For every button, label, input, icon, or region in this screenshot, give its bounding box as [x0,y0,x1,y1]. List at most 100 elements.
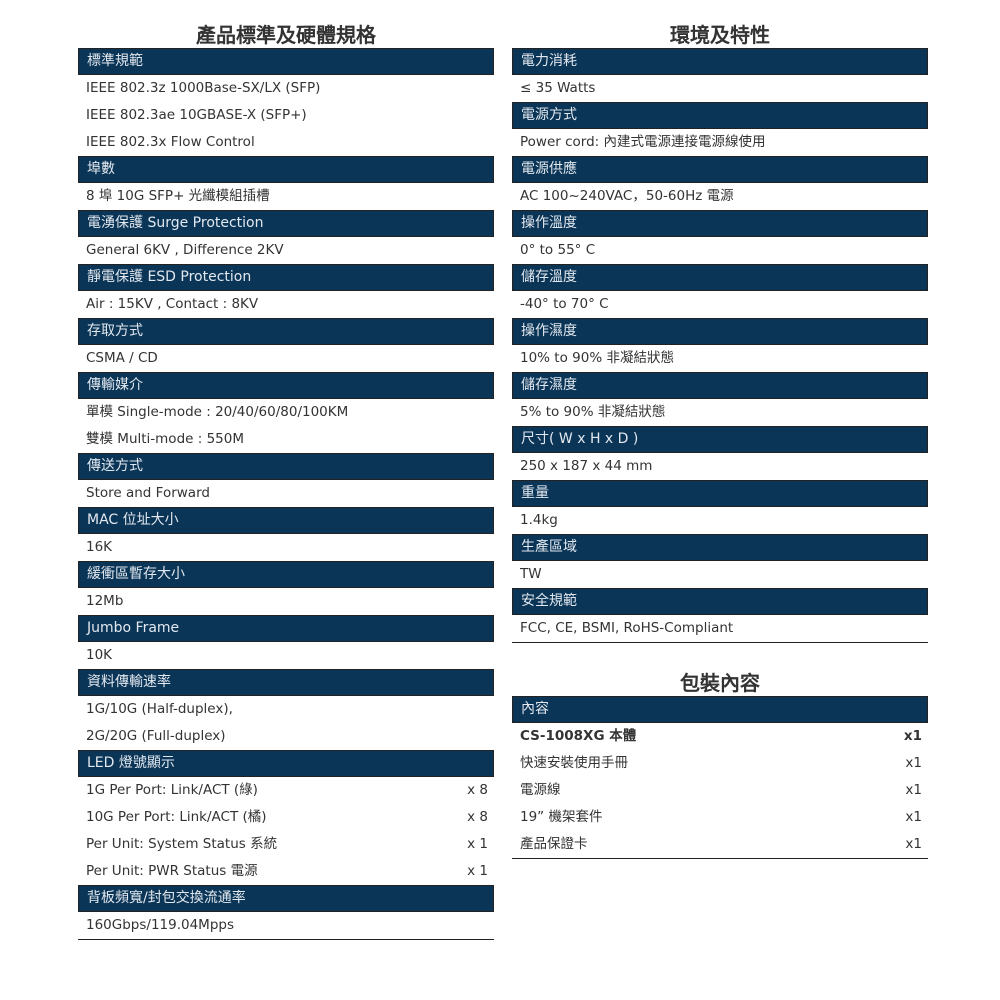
spec-value: 雙模 Multi-mode : 550M [86,431,244,447]
spec-header: 傳輸媒介 [78,372,494,399]
spec-value: IEEE 802.3x Flow Control [86,134,255,150]
spec-row: 5% to 90% 非凝結狀態 [512,399,928,426]
quantity: x 1 [467,863,488,879]
quantity: x1 [905,755,922,771]
spec-row: Air : 15KV , Contact : 8KV [78,291,494,318]
spec-header: 資料傳輸速率 [78,669,494,696]
spec-value: 產品保證卡 [520,836,588,852]
spec-header: 操作濕度 [512,318,928,345]
spec-header: Jumbo Frame [78,615,494,642]
spec-row: 快速安裝使用手冊 x1 [512,750,928,777]
spec-row: 0° to 55° C [512,237,928,264]
spec-value: 10G Per Port: Link/ACT (橘) [86,809,267,825]
spec-row: 10K [78,642,494,669]
spec-row: 產品保證卡 x1 [512,831,928,859]
spec-row: TW [512,561,928,588]
spec-row: Per Unit: PWR Status 電源 x 1 [78,858,494,885]
section-title: 包裝內容 [680,671,760,695]
spec-row: 19” 機架套件 x1 [512,804,928,831]
spec-value: Store and Forward [86,485,210,501]
spec-value: 電源線 [520,782,561,798]
spec-row: 1G Per Port: Link/ACT (綠) x 8 [78,777,494,804]
spec-header: 背板頻寬/封包交換流通率 [78,885,494,912]
spec-value: AC 100~240VAC，50-60Hz 電源 [520,188,734,204]
spec-header: 存取方式 [78,318,494,345]
spec-row: 1G/10G (Half-duplex), [78,696,494,723]
spec-row: General 6KV , Difference 2KV [78,237,494,264]
spec-value: 5% to 90% 非凝結狀態 [520,404,666,420]
spec-row: 10G Per Port: Link/ACT (橘) x 8 [78,804,494,831]
spec-row: 8 埠 10G SFP+ 光纖模組插槽 [78,183,494,210]
spec-value: TW [520,566,542,582]
spec-row: IEEE 802.3ae 10GBASE-X (SFP+) [78,102,494,129]
quantity: x 1 [467,836,488,852]
section-title: 產品標準及硬體規格 [196,23,376,47]
spec-row: IEEE 802.3x Flow Control [78,129,494,156]
spec-value: 8 埠 10G SFP+ 光纖模組插槽 [86,188,270,204]
spec-row: FCC, CE, BSMI, RoHS-Compliant [512,615,928,643]
quantity: x1 [905,809,922,825]
quantity: x1 [905,782,922,798]
quantity: x 8 [467,782,488,798]
spec-header: 緩衝區暫存大小 [78,561,494,588]
spec-header: 重量 [512,480,928,507]
spec-row: Per Unit: System Status 系統 x 1 [78,831,494,858]
spec-row: 雙模 Multi-mode : 550M [78,426,494,453]
spec-header: 電力消耗 [512,48,928,75]
spec-row: Store and Forward [78,480,494,507]
spec-value: 單模 Single-mode : 20/40/60/80/100KM [86,404,349,420]
spec-value: -40° to 70° C [520,296,609,312]
spec-value: ≤ 35 Watts [520,80,596,96]
spec-header: 尺寸( W x H x D ) [512,426,928,453]
spec-row: IEEE 802.3z 1000Base-SX/LX (SFP) [78,75,494,102]
spec-header: 靜電保護 ESD Protection [78,264,494,291]
spec-value: 160Gbps/119.04Mpps [86,917,235,933]
spec-value: 16K [86,539,113,555]
spec-value: Power cord: 內建式電源連接電源線使用 [520,134,766,150]
spec-header: MAC 位址大小 [78,507,494,534]
spec-header: 電源供應 [512,156,928,183]
spec-value: FCC, CE, BSMI, RoHS-Compliant [520,620,734,636]
spec-value: 12Mb [86,593,124,609]
spec-value: Per Unit: PWR Status 電源 [86,863,258,879]
spec-value: IEEE 802.3z 1000Base-SX/LX (SFP) [86,80,321,96]
quantity: x1 [903,728,922,744]
spec-value: 2G/20G (Full-duplex) [86,728,226,744]
spec-header: 埠數 [78,156,494,183]
spec-header: 電湧保護 Surge Protection [78,210,494,237]
spec-row: CS-1008XG 本體 x1 [512,723,928,750]
spec-row: 電源線 x1 [512,777,928,804]
spec-header: LED 燈號顯示 [78,750,494,777]
section-title: 環境及特性 [670,23,770,47]
spec-value: General 6KV , Difference 2KV [86,242,284,258]
spec-row: ≤ 35 Watts [512,75,928,102]
spec-value: Per Unit: System Status 系統 [86,836,278,852]
hardware-spec-column: 產品標準及硬體規格 標準規範 IEEE 802.3z 1000Base-SX/LX … [78,22,494,940]
spec-row: 10% to 90% 非凝結狀態 [512,345,928,372]
spec-row: 160Gbps/119.04Mpps [78,912,494,940]
spec-value: CS-1008XG 本體 [520,728,637,744]
spec-value: 19” 機架套件 [520,809,603,825]
spec-value: 1.4kg [520,512,558,528]
spec-header: 安全規範 [512,588,928,615]
spec-row: 16K [78,534,494,561]
spec-header: 傳送方式 [78,453,494,480]
spec-value: Air : 15KV , Contact : 8KV [86,296,259,312]
spec-header: 生產區域 [512,534,928,561]
package-contents-column: 包裝內容 內容 CS-1008XG 本體 x1 快速安裝使用手冊 x1 電源線 x1 19” 機… [512,670,928,859]
spec-row: 2G/20G (Full-duplex) [78,723,494,750]
spec-value: IEEE 802.3ae 10GBASE-X (SFP+) [86,107,307,123]
spec-value: 250 x 187 x 44 mm [520,458,653,474]
spec-row: 12Mb [78,588,494,615]
spec-value: 1G Per Port: Link/ACT (綠) [86,782,258,798]
spec-value: 10% to 90% 非凝結狀態 [520,350,674,366]
spec-row: 250 x 187 x 44 mm [512,453,928,480]
spec-header: 儲存溫度 [512,264,928,291]
spec-value: 10K [86,647,113,663]
spec-header: 儲存濕度 [512,372,928,399]
spec-row: 單模 Single-mode : 20/40/60/80/100KM [78,399,494,426]
spec-header: 電源方式 [512,102,928,129]
spec-row: Power cord: 內建式電源連接電源線使用 [512,129,928,156]
environment-spec-column: 環境及特性 電力消耗 ≤ 35 Watts 電源方式 Power cord: 內建式電源… [512,22,928,643]
spec-value: 快速安裝使用手冊 [520,755,628,771]
